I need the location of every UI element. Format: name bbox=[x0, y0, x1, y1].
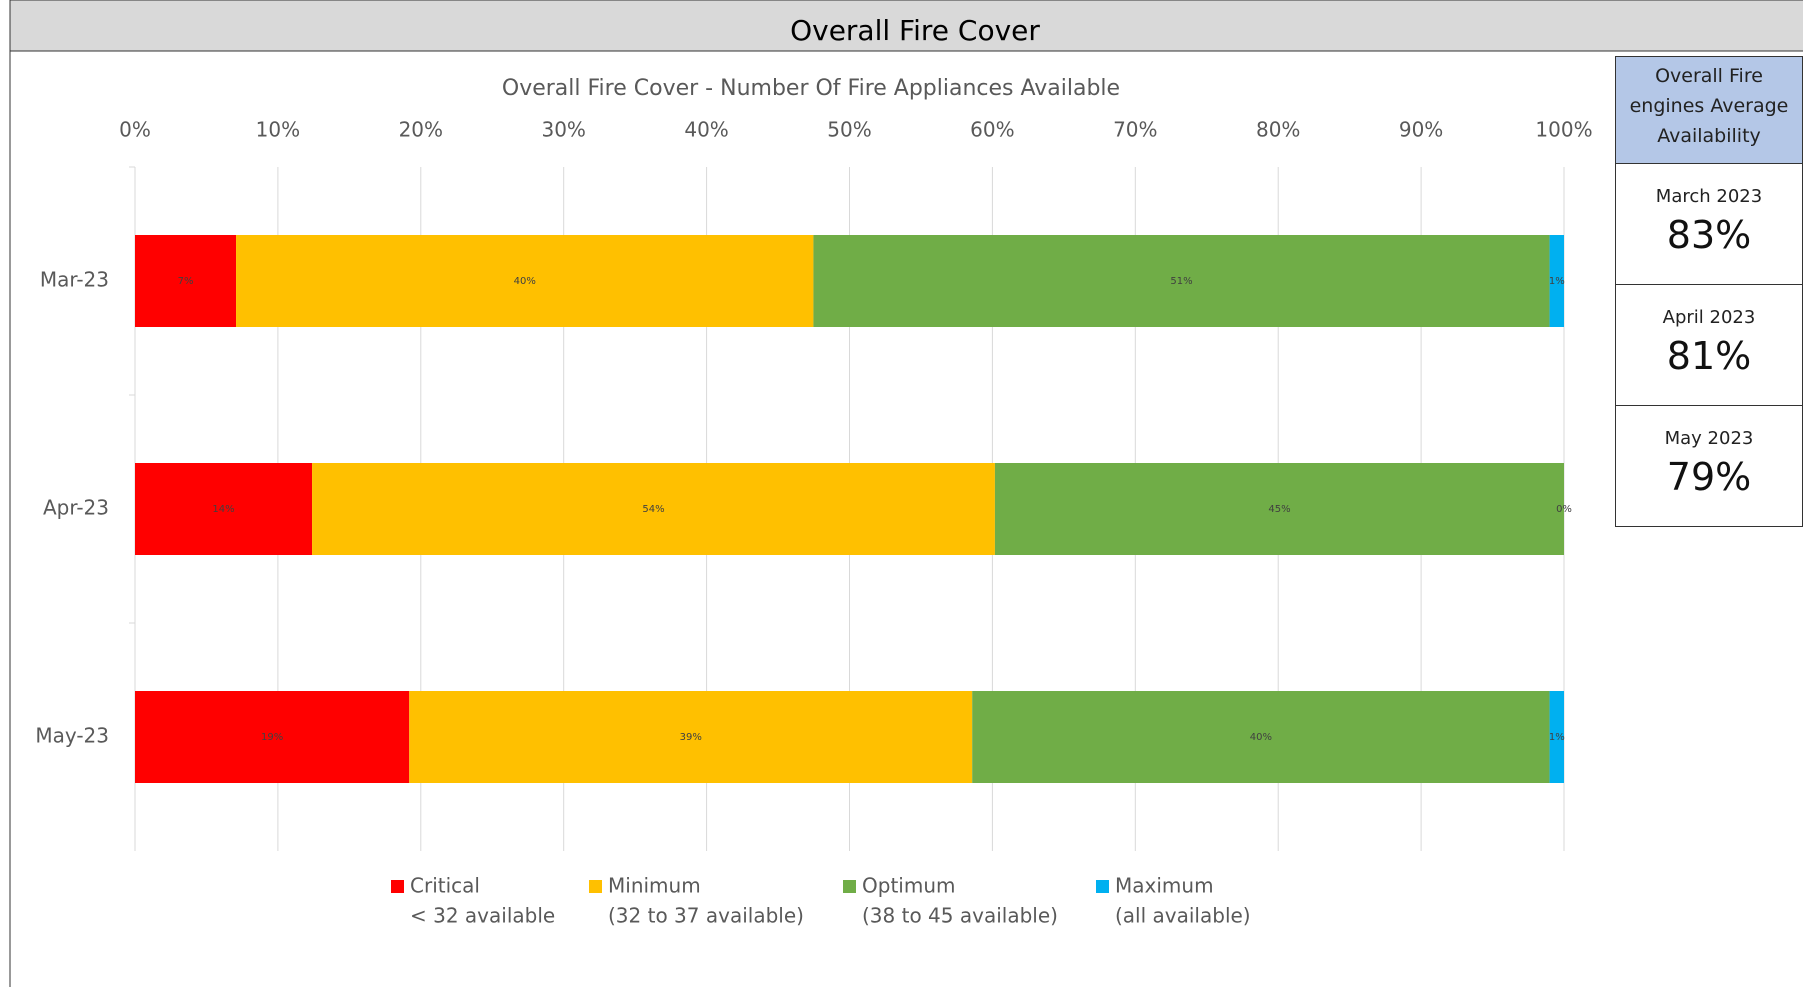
legend-label: Minimum bbox=[608, 874, 701, 898]
data-label: 19% bbox=[261, 732, 283, 743]
legend-swatch bbox=[391, 880, 404, 893]
availability-value: 79% bbox=[1666, 455, 1752, 499]
x-tick-label: 0% bbox=[119, 118, 151, 142]
panel-row: March 2023 83% bbox=[1615, 164, 1803, 285]
data-label: 51% bbox=[1170, 276, 1192, 287]
data-label: 0% bbox=[1556, 504, 1572, 515]
x-tick-label: 100% bbox=[1535, 118, 1592, 142]
legend-swatch bbox=[589, 880, 602, 893]
data-label: 14% bbox=[212, 504, 234, 515]
side-panel: Overall Fire engines Average Availabilit… bbox=[1615, 56, 1803, 527]
x-tick-label: 30% bbox=[541, 118, 585, 142]
chart-title: Overall Fire Cover - Number Of Fire Appl… bbox=[502, 76, 1120, 101]
panel-title: Overall Fire engines Average Availabilit… bbox=[1615, 56, 1803, 164]
data-label: 54% bbox=[642, 504, 664, 515]
data-label: 1% bbox=[1549, 276, 1565, 287]
bar-segment bbox=[135, 463, 313, 555]
data-label: 40% bbox=[514, 276, 536, 287]
bar-segment bbox=[1549, 235, 1564, 327]
panel-row: April 2023 81% bbox=[1615, 285, 1803, 406]
bar-segment bbox=[409, 691, 973, 783]
x-tick-label: 90% bbox=[1399, 118, 1443, 142]
bar-segment bbox=[135, 235, 237, 327]
legend-description: < 32 available bbox=[410, 904, 555, 928]
y-tick-label: May-23 bbox=[35, 724, 109, 748]
data-label: 45% bbox=[1268, 504, 1290, 515]
page-title: Overall Fire Cover bbox=[790, 14, 1040, 47]
data-label: 7% bbox=[178, 276, 194, 287]
availability-value: 81% bbox=[1666, 334, 1752, 378]
legend-description: (all available) bbox=[1115, 904, 1251, 928]
availability-value: 83% bbox=[1666, 213, 1752, 257]
bar-segment bbox=[972, 691, 1550, 783]
x-tick-label: 50% bbox=[827, 118, 871, 142]
month-label: March 2023 bbox=[1655, 186, 1763, 207]
x-tick-label: 80% bbox=[1256, 118, 1300, 142]
legend-label: Critical bbox=[410, 874, 480, 898]
month-label: April 2023 bbox=[1662, 307, 1756, 328]
bar-segment bbox=[236, 235, 814, 327]
bar-segment bbox=[1549, 691, 1564, 783]
x-tick-label: 60% bbox=[970, 118, 1014, 142]
bar-segment bbox=[312, 463, 995, 555]
legend-description: (38 to 45 available) bbox=[862, 904, 1058, 928]
bar-segment bbox=[813, 235, 1550, 327]
data-label: 1% bbox=[1549, 732, 1565, 743]
x-tick-label: 70% bbox=[1113, 118, 1157, 142]
legend-label: Optimum bbox=[862, 874, 955, 898]
x-tick-label: 20% bbox=[399, 118, 443, 142]
y-tick-label: Apr-23 bbox=[43, 496, 109, 520]
data-label: 39% bbox=[680, 732, 702, 743]
x-tick-label: 10% bbox=[256, 118, 300, 142]
legend-swatch bbox=[843, 880, 856, 893]
legend-description: (32 to 37 available) bbox=[608, 904, 804, 928]
y-tick-label: Mar-23 bbox=[40, 268, 109, 292]
data-label: 40% bbox=[1250, 732, 1272, 743]
month-label: May 2023 bbox=[1664, 428, 1754, 449]
bar-segment bbox=[994, 463, 1564, 555]
x-tick-label: 40% bbox=[684, 118, 728, 142]
panel-row: May 2023 79% bbox=[1615, 406, 1803, 527]
legend-swatch bbox=[1096, 880, 1109, 893]
bar-segment bbox=[135, 691, 410, 783]
legend-label: Maximum bbox=[1115, 874, 1214, 898]
title-bar bbox=[9, 0, 1803, 52]
